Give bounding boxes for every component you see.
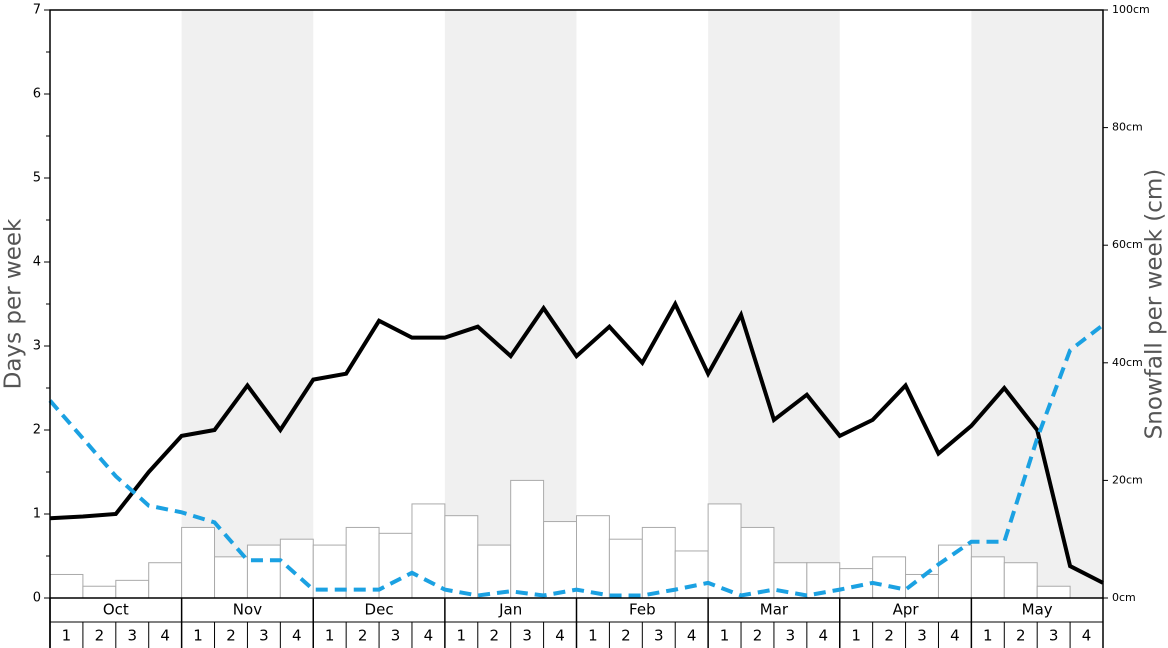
week-label: 4 <box>950 627 960 645</box>
week-label: 4 <box>555 627 565 645</box>
week-label: 2 <box>753 627 763 645</box>
week-label: 4 <box>819 627 829 645</box>
week-label: 1 <box>457 627 467 645</box>
week-label: 4 <box>424 627 434 645</box>
bar <box>49 573 84 599</box>
y-tick-label: 4 <box>33 255 41 270</box>
y-tick-label: 7 <box>33 3 41 18</box>
bar <box>115 579 150 599</box>
bar <box>576 515 610 599</box>
y2-tick-label: 60cm <box>1112 238 1143 251</box>
month-label: Jan <box>498 601 522 619</box>
month-band <box>971 10 1103 598</box>
week-label: 1 <box>588 627 598 645</box>
y-tick-label: 1 <box>33 507 41 522</box>
bar <box>674 550 709 599</box>
bar <box>510 479 545 599</box>
week-label: 4 <box>687 627 697 645</box>
month-label: Oct <box>103 601 129 619</box>
y2-axis-label: Snowfall per week (cm) <box>1142 169 1168 440</box>
line <box>48 323 1105 598</box>
month-band <box>708 10 840 598</box>
week-label: 4 <box>160 627 170 645</box>
bar <box>1003 562 1038 599</box>
week-label: 3 <box>917 627 927 645</box>
month-label: May <box>1022 601 1053 619</box>
bar <box>444 515 479 599</box>
bar <box>279 538 314 599</box>
week-label: 3 <box>391 627 401 645</box>
bar <box>82 585 117 599</box>
y-tick-label: 6 <box>33 87 41 102</box>
bar <box>707 503 742 599</box>
bar <box>970 556 1005 599</box>
week-label: 2 <box>358 627 368 645</box>
y2-tick-label: 100cm <box>1112 3 1150 16</box>
week-label: 3 <box>127 627 137 645</box>
week-label: 2 <box>884 627 894 645</box>
week-label: 2 <box>489 627 499 645</box>
week-label: 1 <box>325 627 335 645</box>
bar <box>641 526 676 599</box>
month-label: Apr <box>893 601 920 619</box>
week-label: 2 <box>621 627 631 645</box>
y2-tick-label: 80cm <box>1112 121 1143 134</box>
month-label: Nov <box>233 601 262 619</box>
y2-tick-label: 40cm <box>1112 356 1143 369</box>
week-label: 1 <box>62 627 72 645</box>
bar <box>181 526 216 599</box>
month-label: Dec <box>365 601 394 619</box>
week-label: 1 <box>720 627 730 645</box>
month-band <box>181 10 314 598</box>
week-label: 3 <box>786 627 796 645</box>
bar <box>1036 585 1071 599</box>
y-axis-label: Days per week <box>1 218 27 389</box>
week-label: 3 <box>259 627 269 645</box>
week-label: 2 <box>95 627 105 645</box>
y-tick-label: 3 <box>33 339 41 354</box>
week-label: 3 <box>654 627 664 645</box>
y-tick-label: 2 <box>33 423 41 438</box>
bar <box>214 556 248 599</box>
line <box>49 299 1104 585</box>
week-label: 1 <box>851 627 861 645</box>
bar <box>608 538 643 599</box>
week-label: 3 <box>522 627 532 645</box>
bar <box>872 556 907 599</box>
bar <box>543 521 577 599</box>
bar <box>740 526 775 599</box>
y2-tick-label: 0cm <box>1112 591 1136 604</box>
week-label: 1 <box>983 627 993 645</box>
y2-tick-label: 20cm <box>1112 473 1143 486</box>
y-tick-label: 0 <box>33 591 41 606</box>
week-label: 3 <box>1049 627 1059 645</box>
week-label: 2 <box>1016 627 1026 645</box>
bar <box>839 568 874 599</box>
week-label: 1 <box>193 627 203 645</box>
month-label: Feb <box>629 601 656 619</box>
week-label: 4 <box>292 627 302 645</box>
month-label: Mar <box>760 601 789 619</box>
week-label: 4 <box>1082 627 1092 645</box>
y-tick-label: 5 <box>33 171 41 186</box>
bar <box>411 503 446 599</box>
bar <box>345 526 380 599</box>
week-label: 2 <box>226 627 236 645</box>
bar <box>148 562 183 599</box>
bar <box>246 544 281 599</box>
